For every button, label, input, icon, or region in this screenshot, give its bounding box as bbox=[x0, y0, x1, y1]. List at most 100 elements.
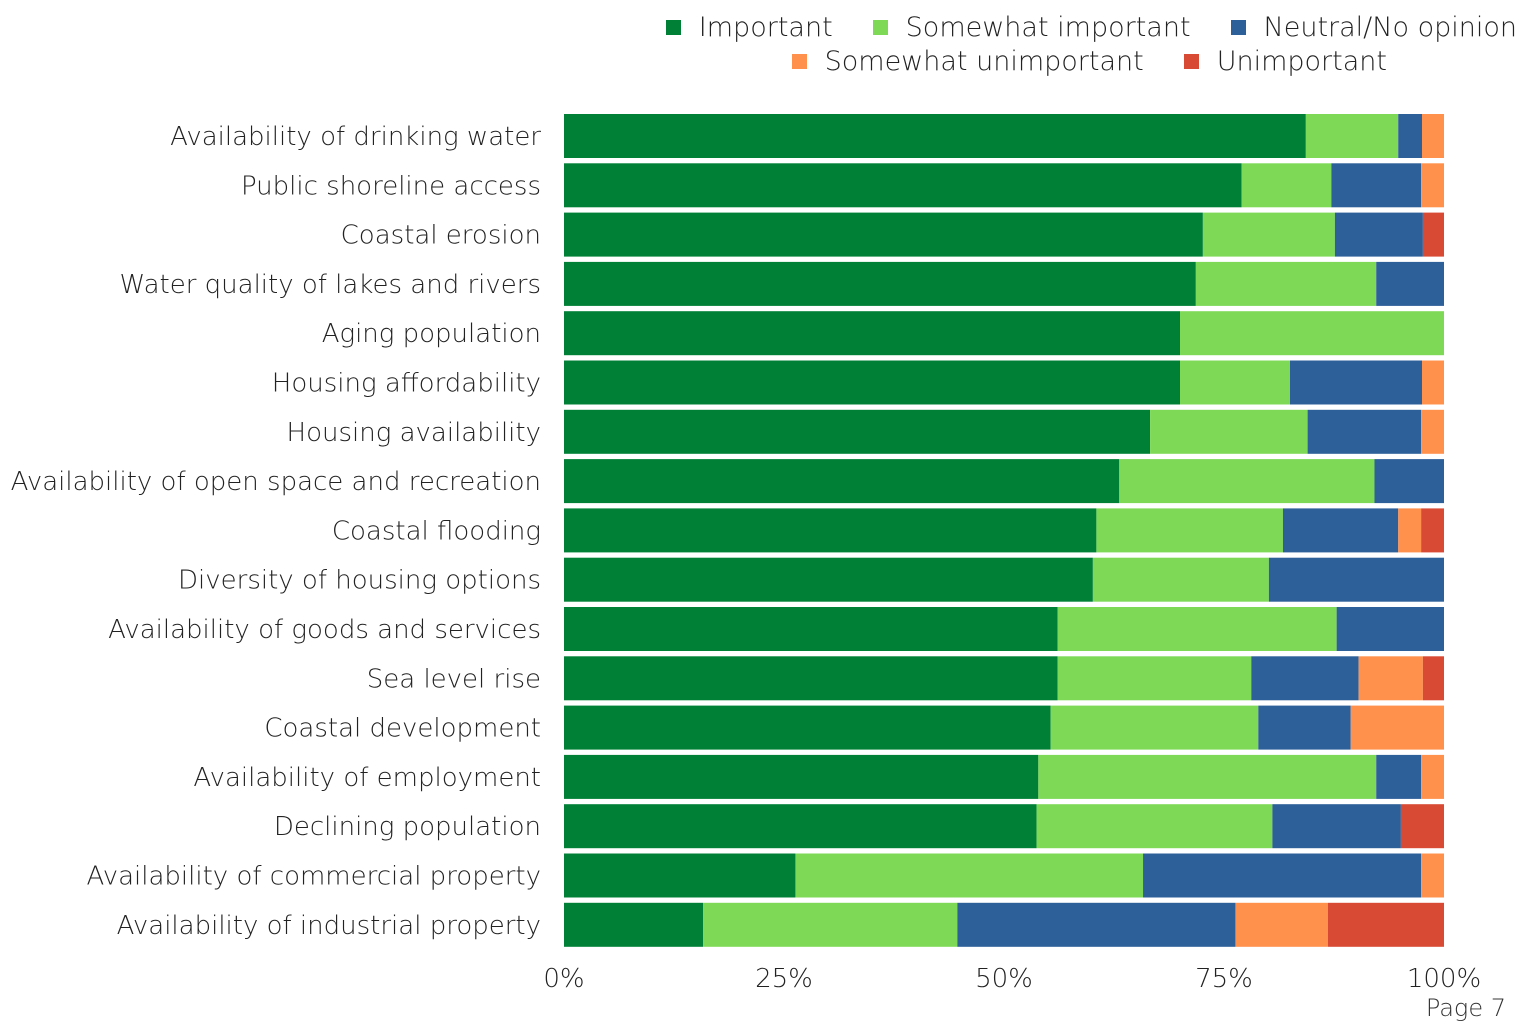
bar-segment bbox=[1057, 607, 1337, 651]
x-tick-label: 0% bbox=[543, 964, 584, 994]
bar-segment bbox=[1422, 656, 1444, 701]
bar-segment bbox=[1400, 804, 1444, 849]
x-tick-label: 25% bbox=[755, 964, 813, 994]
bar-segment bbox=[1119, 459, 1375, 504]
stacked-bar-chart: Availability of drinking water Public sho… bbox=[11, 114, 1481, 994]
legend-label: Important bbox=[698, 12, 833, 43]
category-label: Diversity of housing options bbox=[178, 566, 541, 596]
bar-segment bbox=[564, 804, 1037, 849]
bar-segment bbox=[564, 459, 1120, 504]
category-label: Coastal flooding bbox=[332, 516, 541, 546]
legend-label: Somewhat important bbox=[905, 12, 1191, 43]
category-label: Declining population bbox=[274, 812, 541, 842]
bar-segment bbox=[1422, 212, 1444, 257]
category-label: Availability of drinking water bbox=[170, 122, 541, 152]
bar-segment bbox=[1036, 804, 1273, 849]
bar-segment bbox=[795, 853, 1144, 898]
category-label: Coastal development bbox=[264, 714, 541, 744]
legend-swatch bbox=[665, 20, 681, 35]
bar-segment bbox=[1376, 754, 1422, 799]
bar-segment bbox=[1268, 557, 1444, 602]
bar-segment bbox=[1422, 360, 1444, 405]
bar-segment bbox=[1374, 459, 1444, 504]
bar-segment bbox=[1180, 311, 1444, 356]
bar-segment bbox=[957, 902, 1236, 947]
legend-swatch bbox=[872, 20, 888, 35]
x-tick-label: 75% bbox=[1195, 964, 1253, 994]
legend-row: Somewhat unimportant Unimportant bbox=[791, 46, 1387, 77]
bar-segment bbox=[1421, 163, 1444, 208]
bar-segment bbox=[1305, 114, 1399, 158]
bar-segment bbox=[1038, 754, 1377, 799]
bar-segment bbox=[1150, 409, 1308, 454]
x-tick-label: 100% bbox=[1407, 964, 1481, 994]
category-label: Availability of commercial property bbox=[86, 862, 541, 892]
bar-segment bbox=[1251, 656, 1359, 701]
category-label: Availability of industrial property bbox=[117, 911, 541, 941]
legend-swatch bbox=[1183, 54, 1199, 69]
legend-item: Important bbox=[665, 12, 833, 43]
category-label: Water quality of lakes and rivers bbox=[120, 270, 541, 300]
bar-segment bbox=[1050, 705, 1259, 750]
category-label: Public shoreline access bbox=[241, 171, 541, 201]
bar-segment bbox=[1241, 163, 1332, 208]
legend-label: Neutral/No opinion bbox=[1263, 12, 1517, 43]
bar-segment bbox=[1202, 212, 1335, 257]
bar-segment bbox=[1350, 705, 1444, 750]
legend-item: Somewhat important bbox=[872, 12, 1191, 43]
legend-swatch bbox=[791, 54, 807, 69]
bar-segment bbox=[1282, 508, 1399, 553]
legend-label: Somewhat unimportant bbox=[824, 46, 1144, 77]
category-label: Availability of open space and recreatio… bbox=[11, 467, 541, 497]
bar-segment bbox=[1290, 360, 1422, 405]
bar-segment bbox=[564, 557, 1093, 602]
bar-segment bbox=[1421, 853, 1444, 898]
bar-segment bbox=[1334, 212, 1423, 257]
bar-segment bbox=[564, 607, 1058, 651]
legend-swatch bbox=[1230, 20, 1246, 35]
bar-segment bbox=[1358, 656, 1423, 701]
bar-segment bbox=[1096, 508, 1283, 553]
category-labels: Availability of drinking water Public sho… bbox=[11, 122, 542, 941]
category-label: Aging population bbox=[322, 319, 541, 349]
category-label: Coastal erosion bbox=[341, 221, 541, 251]
category-label: Housing availability bbox=[287, 418, 541, 448]
bar-segment bbox=[564, 360, 1180, 405]
bar-segment bbox=[1272, 804, 1401, 849]
category-label: Housing affordability bbox=[272, 369, 541, 399]
bar-segment bbox=[1258, 705, 1351, 750]
bar-segment bbox=[564, 705, 1051, 750]
x-tick-labels: 0% 25% 50% 75% 100% bbox=[543, 964, 1481, 994]
bar-segment bbox=[1398, 114, 1422, 158]
bar-segment bbox=[1195, 261, 1377, 306]
bar-segment bbox=[1057, 656, 1252, 701]
bar-segment bbox=[1336, 607, 1444, 651]
bar-segment bbox=[1421, 754, 1444, 799]
bar-segment bbox=[1327, 902, 1444, 947]
bar-segment bbox=[564, 261, 1196, 306]
bar-segment bbox=[1421, 508, 1444, 553]
bar-segment bbox=[1235, 902, 1328, 947]
legend-item: Neutral/No opinion bbox=[1230, 12, 1517, 43]
legend-label: Unimportant bbox=[1216, 46, 1387, 77]
category-label: Availability of goods and services bbox=[108, 615, 541, 645]
bar-segment bbox=[564, 212, 1203, 257]
bar-segment bbox=[1307, 409, 1422, 454]
x-tick-label: 50% bbox=[975, 964, 1033, 994]
page-number: Page 7 bbox=[1425, 994, 1506, 1022]
bar-segment bbox=[564, 311, 1180, 356]
bar-segment bbox=[1422, 114, 1444, 158]
bar-segment bbox=[1421, 409, 1444, 454]
bar-segment bbox=[564, 114, 1306, 158]
bar-segment bbox=[1143, 853, 1422, 898]
legend-item: Unimportant bbox=[1183, 46, 1387, 77]
bar-segment bbox=[1092, 557, 1269, 602]
bar-segment bbox=[564, 754, 1039, 799]
bar-segment bbox=[1398, 508, 1422, 553]
category-label: Sea level rise bbox=[367, 664, 541, 694]
bars-layer bbox=[564, 114, 1444, 947]
bar-segment bbox=[564, 902, 704, 947]
bar-segment bbox=[564, 163, 1242, 208]
bar-segment bbox=[1331, 163, 1422, 208]
bar-segment bbox=[564, 656, 1058, 701]
